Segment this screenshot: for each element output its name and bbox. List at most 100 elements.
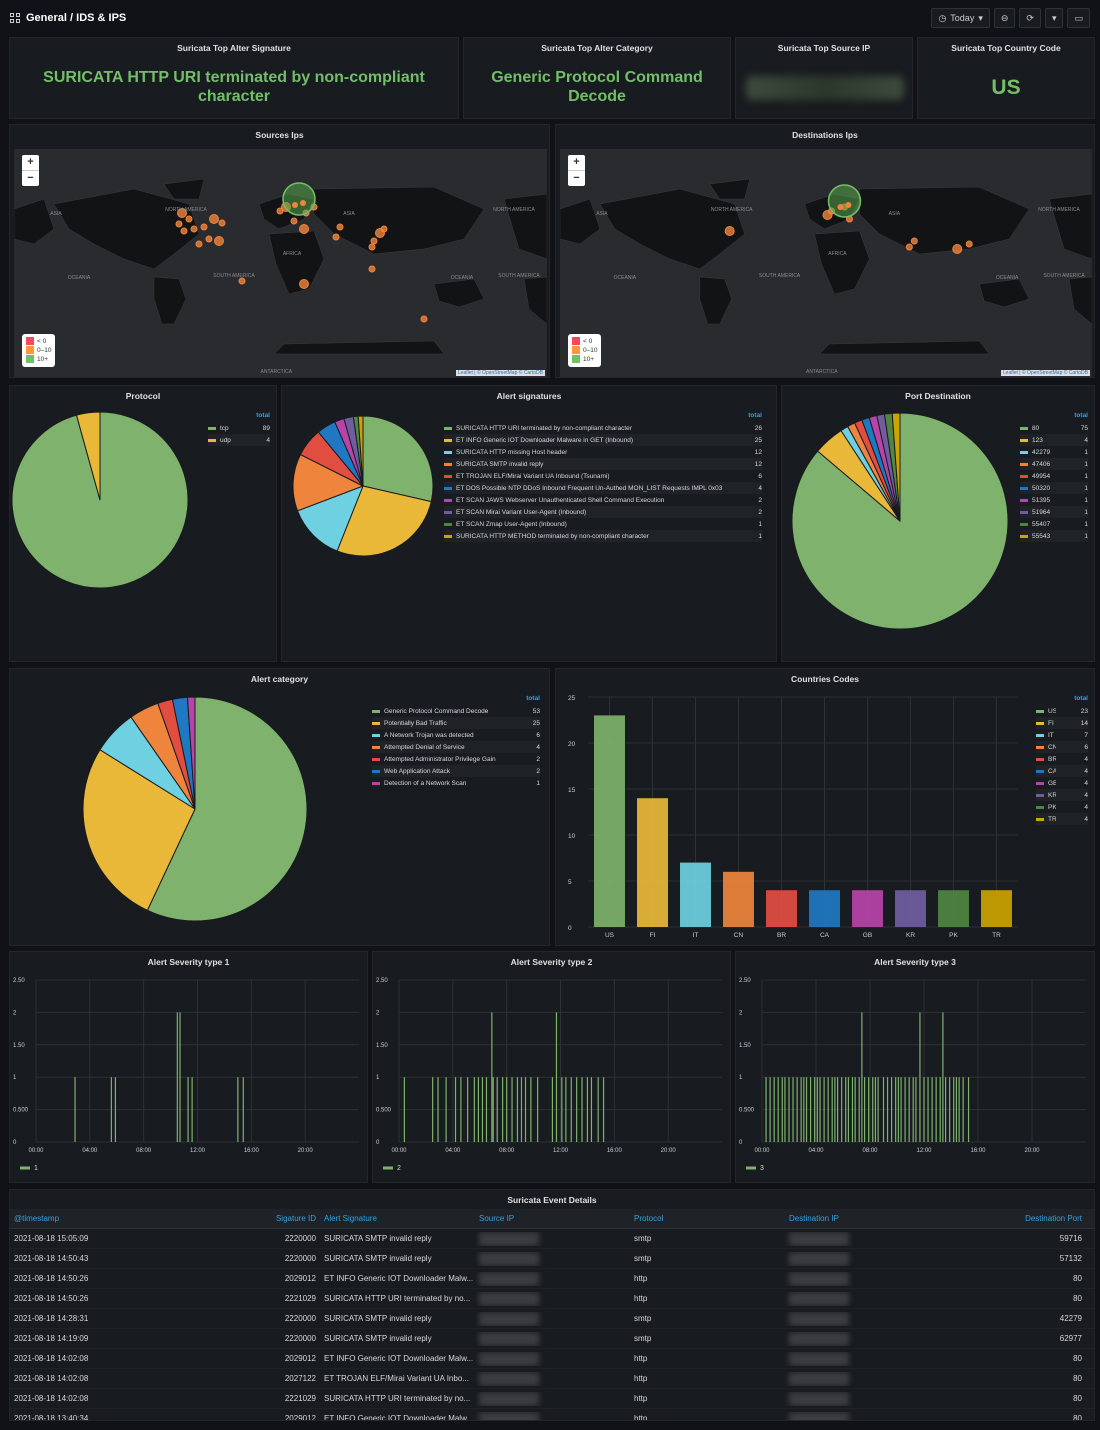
legend-item[interactable]: SURICATA HTTP METHOD terminated by non-c… xyxy=(444,530,762,542)
table-row[interactable]: 2021-08-18 14:50:26 2029012 ET INFO Generi… xyxy=(10,1269,1094,1289)
legend-label: tcp xyxy=(220,424,229,432)
legend-item[interactable]: Attempted Denial of Service 4 xyxy=(372,741,540,753)
table-row[interactable]: 2021-08-18 15:05:09 2220000 SURICATA SMTP … xyxy=(10,1229,1094,1249)
column-header[interactable]: Destination IP xyxy=(789,1214,839,1223)
legend-value: 75 xyxy=(1080,424,1088,432)
legend-item[interactable]: 42279 1 xyxy=(1020,446,1088,458)
legend-item[interactable]: KR 4 xyxy=(1036,789,1088,801)
legend-swatch xyxy=(1020,498,1028,502)
legend-label: TR xyxy=(1048,815,1056,823)
zoom-in-button[interactable]: + xyxy=(573,156,580,168)
table-row[interactable]: 2021-08-18 14:02:08 2027122 ET TROJAN ELF/… xyxy=(10,1369,1094,1389)
legend-item[interactable]: GB 4 xyxy=(1036,777,1088,789)
legend-item[interactable]: PK 4 xyxy=(1036,801,1088,813)
panel-title: Protocol xyxy=(125,391,161,401)
legend-value: 4 xyxy=(758,484,762,492)
legend-item[interactable]: ET DOS Possible NTP DDoS Inbound Frequen… xyxy=(444,482,762,494)
legend-item[interactable]: ET TROJAN ELF/Mirai Variant UA Inbound (… xyxy=(444,470,762,482)
legend-label: US xyxy=(1048,707,1056,715)
column-header[interactable]: Sigature ID xyxy=(275,1214,316,1223)
x-tick-label: 20:00 xyxy=(1024,1148,1040,1154)
legend-item[interactable]: IT 7 xyxy=(1036,729,1088,741)
legend-item[interactable]: Generic Protocol Command Decode 53 xyxy=(372,705,540,717)
column-header[interactable]: Alert Signature xyxy=(324,1214,377,1223)
legend-item[interactable]: udp 4 xyxy=(208,434,270,446)
legend-item[interactable]: CA 4 xyxy=(1036,765,1088,777)
destinations-world-map[interactable]: NORTH AMERICA ASIA AFRICA SOUTH AMERICA OCEA… xyxy=(560,149,1092,377)
legend-value: 1 xyxy=(1084,484,1088,492)
legend-item[interactable]: ET INFO Generic IOT Downloader Malware i… xyxy=(444,434,762,446)
legend-item[interactable]: 51395 1 xyxy=(1020,494,1088,506)
table-row[interactable]: 2021-08-18 14:28:31 2220000 SURICATA SMTP … xyxy=(10,1309,1094,1329)
legend-item[interactable]: FI 14 xyxy=(1036,717,1088,729)
zoom-in-button[interactable]: + xyxy=(27,156,34,168)
legend-item[interactable]: US 23 xyxy=(1036,705,1088,717)
panel-title: Alert Severity type 3 xyxy=(874,957,956,967)
legend-item[interactable]: 51964 1 xyxy=(1020,506,1088,518)
table-row[interactable]: 2021-08-18 14:02:08 2221029 SURICATA HTTP … xyxy=(10,1389,1094,1409)
legend-item[interactable]: 55407 1 xyxy=(1020,518,1088,530)
legend-item[interactable]: 123 4 xyxy=(1020,434,1088,446)
breadcrumb[interactable]: General / IDS & IPS xyxy=(10,12,126,24)
legend-item[interactable]: ET SCAN Zmap User-Agent (Inbound) 1 xyxy=(444,518,762,530)
column-header[interactable]: @timestamp xyxy=(14,1214,60,1223)
legend-item[interactable]: Attempted Administrator Privilege Gain 2 xyxy=(372,753,540,765)
category-legend: total Generic Protocol Command Decode 53 Po… xyxy=(372,695,540,789)
table-row[interactable]: 2021-08-18 14:50:26 2221029 SURICATA HTTP … xyxy=(10,1289,1094,1309)
table-row[interactable]: 2021-08-18 14:02:08 2029012 ET INFO Generi… xyxy=(10,1349,1094,1369)
source-marker xyxy=(299,279,309,289)
map-zoom-control[interactable]: + − xyxy=(22,155,39,186)
panel-title: Alert Severity type 1 xyxy=(147,957,230,967)
map-attribution[interactable]: Leaflet | © OpenStreetMap © CartoDB xyxy=(455,370,545,376)
column-header[interactable]: Source IP xyxy=(479,1214,515,1223)
legend-item[interactable]: ET SCAN Mirai Variant User-Agent (Inboun… xyxy=(444,506,762,518)
legend-item[interactable]: tcp 89 xyxy=(208,422,270,434)
map-attribution[interactable]: Leaflet | © OpenStreetMap © CartoDB xyxy=(1000,370,1090,376)
zoom-out-button[interactable]: − xyxy=(568,170,585,186)
sources-world-map[interactable]: NORTH AMERICA ASIA AFRICA SOUTH AMERICA OCEA… xyxy=(14,149,547,377)
zoom-out-button[interactable]: ⊖ xyxy=(993,8,1016,28)
column-header[interactable]: Protocol xyxy=(634,1214,664,1223)
legend-item[interactable]: ET SCAN JAWS Webserver Unauthenticated S… xyxy=(444,494,762,506)
table-row[interactable]: 2021-08-18 14:19:09 2220000 SURICATA SMTP … xyxy=(10,1329,1094,1349)
legend-item[interactable]: 80 75 xyxy=(1020,422,1088,434)
legend-swatch xyxy=(1036,805,1044,809)
table-row[interactable]: 2021-08-18 13:40:34 2029012 ET INFO Generi… xyxy=(10,1409,1094,1420)
legend-item[interactable]: SURICATA HTTP missing Host header 12 xyxy=(444,446,762,458)
legend-item[interactable]: A Network Trojan was detected 6 xyxy=(372,729,540,741)
legend-swatch xyxy=(444,522,452,526)
time-picker-button[interactable]: ◷ Today ▾ xyxy=(931,8,990,28)
zoom-out-button[interactable]: − xyxy=(22,170,39,186)
legend-item[interactable]: TR 4 xyxy=(1036,813,1088,825)
legend-item[interactable]: 47406 1 xyxy=(1020,458,1088,470)
legend-value: 1 xyxy=(1084,508,1088,516)
legend-value: 6 xyxy=(536,731,540,739)
legend-item[interactable]: 50320 1 xyxy=(1020,482,1088,494)
legend-label: CA xyxy=(1048,767,1056,775)
legend-item[interactable]: Potentially Bad Traffic 25 xyxy=(372,717,540,729)
stat-panel-top-signature[interactable]: Suricata Top Alter Signature SURICATA HT… xyxy=(9,37,459,119)
map-zoom-control[interactable]: + − xyxy=(568,155,585,186)
legend-item[interactable]: CN 6 xyxy=(1036,741,1088,753)
stat-panel-top-category[interactable]: Suricata Top Alter Category Generic Prot… xyxy=(463,37,731,119)
table-cell xyxy=(785,1411,940,1420)
stat-panel-top-country[interactable]: Suricata Top Country Code US xyxy=(917,37,1095,119)
refresh-interval-button[interactable]: ▾ xyxy=(1044,8,1064,28)
table-row[interactable]: 2021-08-18 14:50:43 2220000 SURICATA SMTP … xyxy=(10,1249,1094,1269)
refresh-button[interactable]: ⟳ xyxy=(1019,8,1041,28)
panel-title: Suricata Top Source IP xyxy=(777,43,871,53)
column-header[interactable]: Destination Port xyxy=(1025,1214,1082,1223)
table-cell xyxy=(785,1311,940,1326)
legend-item[interactable]: 55543 1 xyxy=(1020,530,1088,542)
legend-swatch xyxy=(1036,769,1044,773)
legend-item[interactable]: SURICATA SMTP invalid reply 12 xyxy=(444,458,762,470)
legend-item[interactable]: Detection of a Network Scan 1 xyxy=(372,777,540,789)
legend-item[interactable]: BR 4 xyxy=(1036,753,1088,765)
legend-item[interactable]: SURICATA HTTP URI terminated by non-comp… xyxy=(444,422,762,434)
y-tick-label: 0 xyxy=(739,1140,743,1146)
legend-item[interactable]: Web Application Attack 2 xyxy=(372,765,540,777)
stat-panel-top-source-ip[interactable]: Suricata Top Source IP xyxy=(735,37,913,119)
map-legend-item: < 0 xyxy=(26,337,51,346)
tv-mode-button[interactable]: ▭ xyxy=(1067,8,1090,28)
legend-item[interactable]: 49954 1 xyxy=(1020,470,1088,482)
